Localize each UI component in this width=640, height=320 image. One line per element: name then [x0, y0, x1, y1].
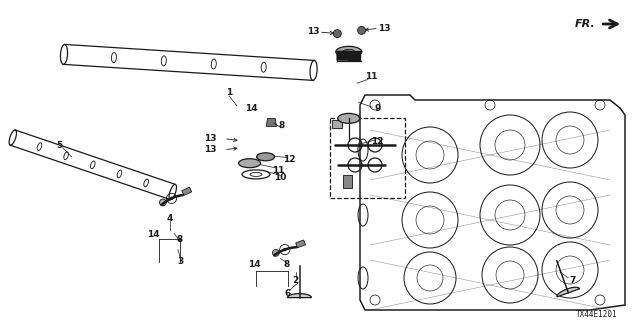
- Text: 12: 12: [283, 155, 296, 164]
- Text: 14: 14: [244, 104, 257, 113]
- Ellipse shape: [343, 49, 355, 54]
- Text: 13: 13: [307, 27, 320, 36]
- Text: 6: 6: [285, 289, 291, 298]
- Circle shape: [273, 250, 279, 256]
- Text: FR.: FR.: [575, 19, 595, 29]
- Text: 11: 11: [365, 72, 378, 81]
- Circle shape: [333, 30, 341, 38]
- Text: 14: 14: [248, 260, 261, 269]
- Text: 13: 13: [204, 134, 216, 143]
- Circle shape: [170, 197, 173, 200]
- Text: 7: 7: [570, 276, 576, 285]
- Polygon shape: [266, 118, 276, 126]
- Polygon shape: [287, 294, 312, 298]
- Polygon shape: [343, 175, 352, 188]
- Text: 1: 1: [226, 88, 232, 97]
- Ellipse shape: [239, 159, 260, 168]
- Text: 13: 13: [204, 145, 216, 154]
- Text: 2: 2: [292, 276, 299, 285]
- Text: 3: 3: [177, 257, 184, 266]
- Text: TX44E1201: TX44E1201: [576, 310, 618, 319]
- Ellipse shape: [336, 46, 362, 57]
- Text: 4: 4: [166, 214, 173, 223]
- Text: 13: 13: [378, 24, 390, 33]
- FancyBboxPatch shape: [332, 120, 342, 128]
- Text: 8: 8: [176, 235, 182, 244]
- Text: 14: 14: [147, 230, 160, 239]
- Text: 8: 8: [278, 121, 285, 130]
- Circle shape: [283, 248, 287, 251]
- Text: 5: 5: [56, 141, 62, 150]
- Ellipse shape: [257, 153, 275, 161]
- Circle shape: [358, 26, 365, 34]
- Text: 9: 9: [374, 104, 381, 113]
- Ellipse shape: [338, 113, 360, 124]
- Polygon shape: [182, 187, 192, 196]
- Text: 12: 12: [371, 137, 384, 146]
- Polygon shape: [557, 287, 580, 297]
- Polygon shape: [296, 240, 305, 248]
- Text: 8: 8: [284, 260, 290, 269]
- Text: 10: 10: [274, 173, 287, 182]
- Circle shape: [159, 199, 166, 206]
- Text: 11: 11: [272, 166, 285, 175]
